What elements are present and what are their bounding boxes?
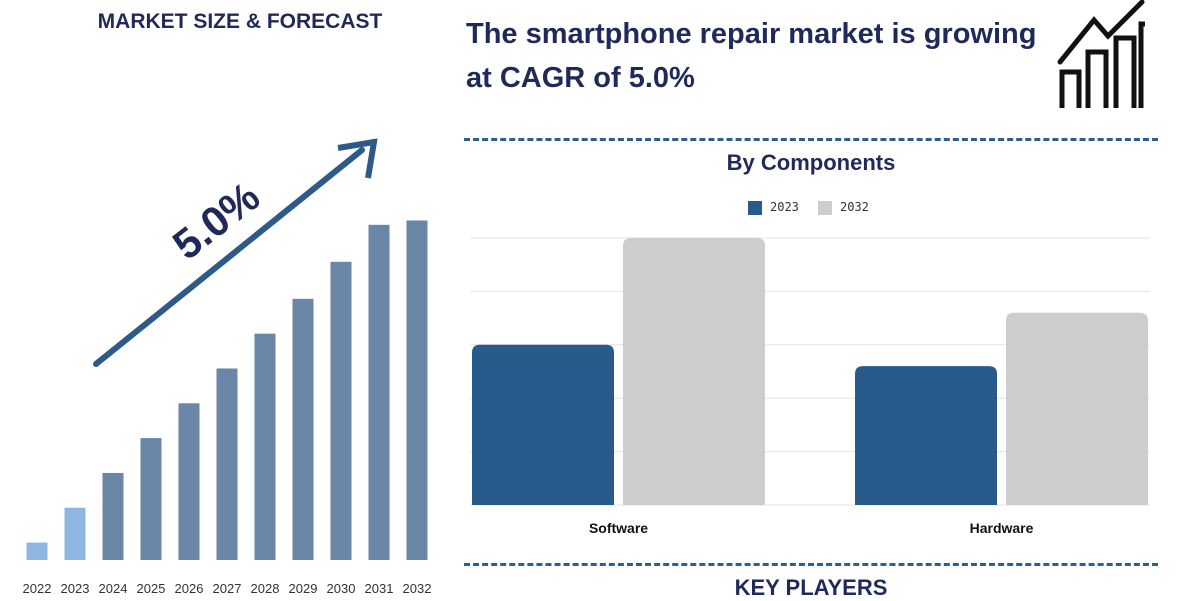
components-title: By Components bbox=[726, 150, 896, 175]
forecast-x-tick: 2032 bbox=[403, 581, 432, 596]
component-bar-2032 bbox=[1006, 312, 1148, 505]
legend-swatch-2032 bbox=[818, 200, 832, 215]
forecast-bar bbox=[216, 368, 238, 560]
forecast-x-tick: 2026 bbox=[175, 581, 204, 596]
forecast-bar bbox=[330, 261, 352, 560]
growth-arrow bbox=[93, 147, 365, 367]
components-chart: Software Hardware bbox=[470, 237, 1150, 536]
forecast-x-tick: 2025 bbox=[137, 581, 166, 596]
forecast-x-tick: 2023 bbox=[61, 581, 90, 596]
component-x-label: Hardware bbox=[970, 520, 1034, 536]
legend-2023: 2023 bbox=[748, 200, 799, 215]
forecast-bar bbox=[64, 507, 86, 560]
divider-top bbox=[464, 138, 1158, 141]
forecast-x-tick: 2028 bbox=[251, 581, 280, 596]
forecast-chart: 2022 2023 2024 2025 2026 2027 2028 2029 2030 2031… bbox=[23, 138, 432, 596]
forecast-x-tick: 2030 bbox=[327, 581, 356, 596]
forecast-bar bbox=[102, 472, 124, 560]
legend-label-2032: 2032 bbox=[840, 200, 869, 214]
forecast-x-tick: 2029 bbox=[289, 581, 318, 596]
legend-2032: 2032 bbox=[818, 200, 869, 215]
legend-label-2023: 2023 bbox=[770, 200, 799, 214]
market-size-title: MARKET SIZE & FORECAST bbox=[97, 10, 383, 33]
forecast-x-tick: 2027 bbox=[213, 581, 242, 596]
headline: The smartphone repair market is growing … bbox=[466, 18, 1037, 94]
forecast-x-tick: 2022 bbox=[23, 581, 52, 596]
growth-arrowhead bbox=[337, 138, 378, 179]
forecast-bar bbox=[254, 333, 276, 560]
cagr-label: 5.0% bbox=[164, 173, 268, 269]
forecast-x-tick: 2031 bbox=[365, 581, 394, 596]
bar-growth-icon bbox=[1057, 0, 1145, 108]
component-bar-2023 bbox=[472, 344, 614, 505]
forecast-bar bbox=[292, 298, 314, 560]
forecast-bar bbox=[368, 224, 390, 560]
forecast-bar bbox=[26, 542, 48, 560]
component-bar-2023 bbox=[855, 366, 997, 505]
forecast-x-tick: 2024 bbox=[99, 581, 128, 596]
component-bar-2032 bbox=[623, 238, 765, 505]
legend-swatch-2023 bbox=[748, 200, 762, 215]
divider-bottom bbox=[464, 563, 1158, 566]
forecast-bar bbox=[406, 220, 428, 560]
key-players-title: KEY PLAYERS bbox=[734, 575, 888, 600]
component-x-label: Software bbox=[589, 520, 648, 536]
forecast-bar bbox=[178, 403, 200, 560]
forecast-bar bbox=[140, 438, 162, 560]
